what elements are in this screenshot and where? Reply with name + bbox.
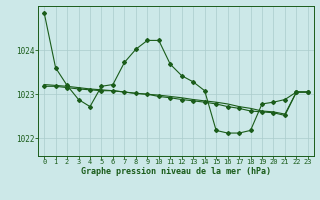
X-axis label: Graphe pression niveau de la mer (hPa): Graphe pression niveau de la mer (hPa) xyxy=(81,167,271,176)
